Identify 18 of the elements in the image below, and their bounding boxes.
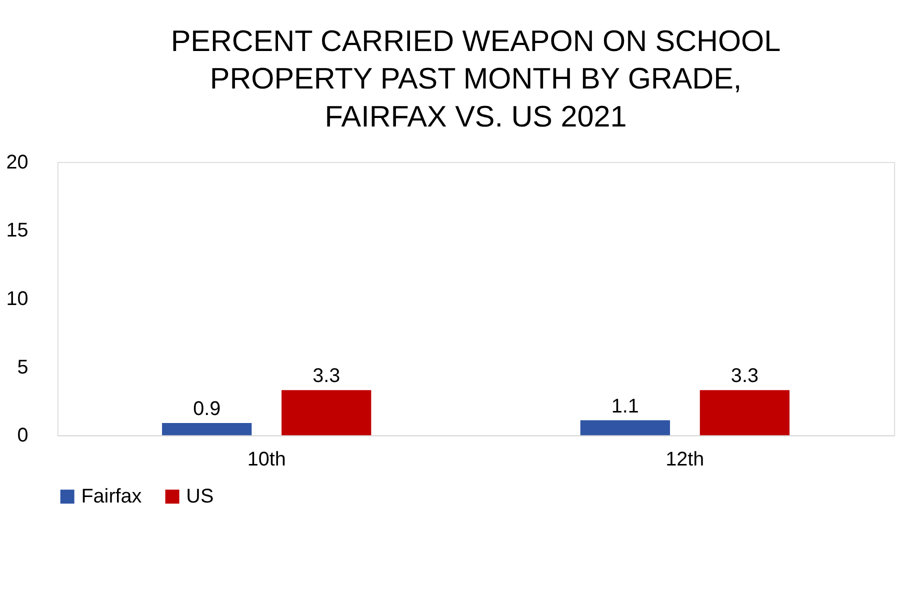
bar	[162, 422, 252, 436]
y-tick-label: 15	[6, 220, 28, 242]
bar	[700, 390, 790, 436]
legend-label: US	[186, 486, 214, 508]
data-label: 3.3	[312, 365, 340, 388]
data-label: 0.9	[193, 398, 221, 420]
data-label: 3.3	[730, 365, 758, 388]
data-label: 1.1	[611, 395, 639, 418]
x-tick-label: 10th	[247, 448, 286, 470]
y-tick-label: 5	[17, 356, 28, 378]
y-tick-label: 20	[6, 151, 28, 174]
y-tick-label: 10	[6, 288, 28, 310]
bar	[580, 420, 670, 436]
y-tick-label: 0	[17, 424, 28, 447]
x-tick-label: 12th	[666, 448, 704, 470]
chart-title: PERCENT CARRIED WEAPON ON SCHOOL PROPERTY PAST MONTH BY GRADE, FAIRFAX VS. US 2021	[170, 25, 781, 134]
bar	[282, 390, 372, 436]
legend-label: Fairfax	[81, 486, 142, 508]
